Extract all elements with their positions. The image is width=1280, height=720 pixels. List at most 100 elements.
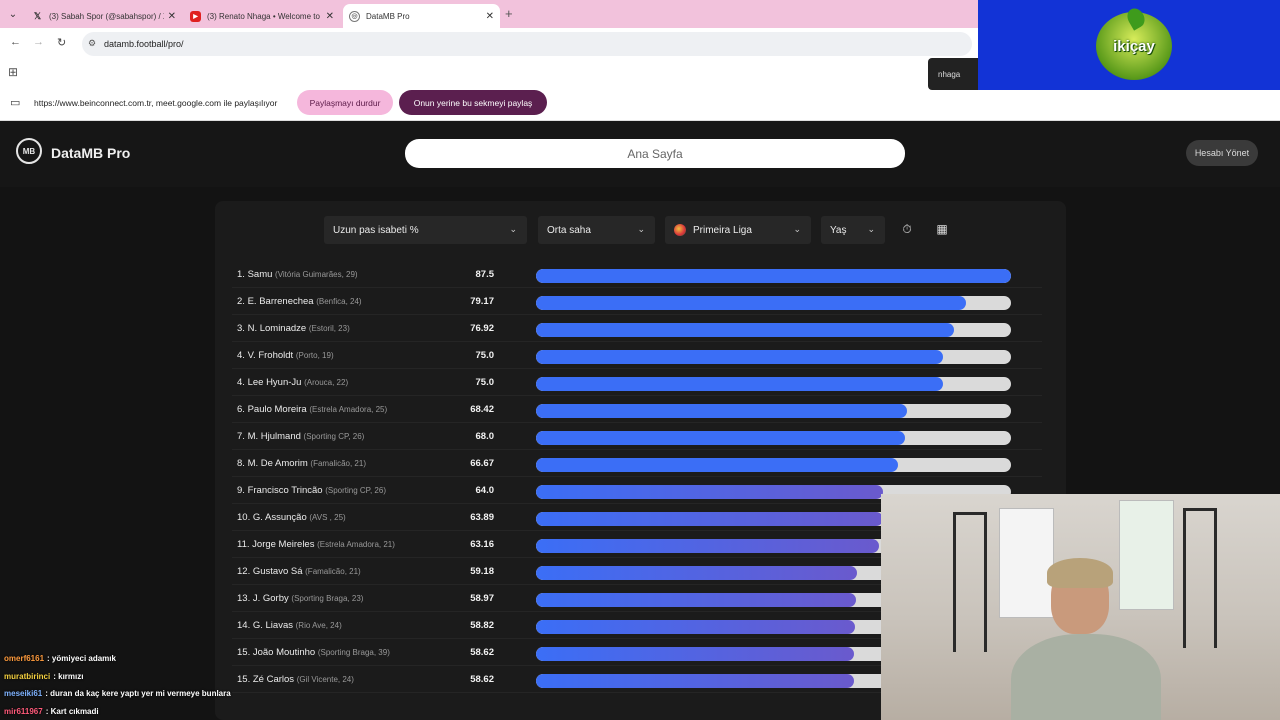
back-arrow-icon[interactable]: ← [10,36,21,48]
player-label: G. Liavas [252,620,293,631]
player-name[interactable]: 8. M. De Amorim (Famalicão, 21) [237,458,366,469]
metric-value: 87.5 [475,269,495,280]
brand-logo-icon[interactable]: MB [16,138,42,164]
player-name[interactable]: 6. Paulo Moreira (Estrela Amadora, 25) [237,404,387,415]
site-info-icon[interactable]: ⚙ [88,38,97,48]
chat-message: omerf6161: yömiyeci adamık [4,654,116,663]
league-dropdown[interactable]: Primeira Liga ⌄ [665,216,811,244]
player-club-age: (Gil Vicente, 24) [296,675,354,684]
stop-sharing-button[interactable]: Paylaşmayı durdur [297,90,393,115]
player-name[interactable]: 15. Zé Carlos (Gil Vicente, 24) [237,674,354,685]
ranking-row[interactable]: 1. Samu (Vitória Guimarães, 29) 87.5 [232,261,1042,288]
player-name[interactable]: 7. M. Hjulmand (Sporting CP, 26) [237,431,364,442]
age-dropdown[interactable]: Yaş ⌄ [821,216,885,244]
age-dropdown-value: Yaş [830,224,847,236]
tab-close-icon[interactable]: ✕ [167,10,176,22]
player-club-age: (Famalicão, 21) [305,567,361,576]
chat-username[interactable]: omerf6161 [4,654,45,663]
metric-dropdown[interactable]: Uzun pas isabeti % ⌄ [324,216,527,244]
rank-number: 11. [237,539,250,550]
ranking-row[interactable]: 6. Paulo Moreira (Estrela Amadora, 25) 68… [232,396,1042,423]
player-name[interactable]: 10. G. Assunção (AVS , 25) [237,512,346,523]
value-bar-fill [536,269,1011,283]
player-club-age: (Sporting Braga, 23) [291,594,364,603]
tactics-board [1119,500,1174,610]
rank-number: 10. [237,512,251,523]
tab-title: (3) Renato Nhaga • Welcome to Wolfsburg [207,11,322,21]
player-name[interactable]: 14. G. Liavas (Rio Ave, 24) [237,620,342,631]
apps-grid-icon[interactable]: ⊞ [8,65,19,79]
ranking-row[interactable]: 4. Lee Hyun-Ju (Arouca, 22) 75.0 [232,369,1042,396]
brand-name[interactable]: DataMB Pro [51,145,131,161]
player-name[interactable]: 11. Jorge Meireles (Estrela Amadora, 21) [237,539,395,550]
share-this-tab-button[interactable]: Onun yerine bu sekmeyi paylaş [399,90,547,115]
player-name[interactable]: 3. N. Lominadze (Estoril, 23) [237,323,350,334]
shelf [1183,508,1217,648]
value-bar-fill [536,377,944,391]
browser-tab-sabah-spor[interactable]: 𝕏 (3) Sabah Spor (@sabahspor) / X ✕ [26,4,182,28]
tab-search-chevron-icon[interactable]: ⌄ [8,8,18,20]
shelf [953,512,987,652]
value-bar-fill [536,512,883,526]
player-name[interactable]: 9. Francisco Trincão (Sporting CP, 26) [237,485,386,496]
player-club-age: (Vitória Guimarães, 29) [275,270,358,279]
player-club-age: (Sporting Braga, 39) [317,648,390,657]
position-dropdown[interactable]: Orta saha ⌄ [538,216,655,244]
tab-close-icon[interactable]: ✕ [325,10,334,22]
league-dropdown-value: Primeira Liga [693,224,752,236]
player-label: M. Hjulmand [247,431,301,442]
player-name[interactable]: 1. Samu (Vitória Guimarães, 29) [237,269,358,280]
screen-share-bar: ▭ https://www.beinconnect.com.tr, meet.g… [0,85,1280,121]
browser-tab-youtube[interactable]: ▶ (3) Renato Nhaga • Welcome to Wolfsbur… [184,4,340,28]
home-search-button[interactable]: Ana Sayfa [405,139,905,168]
forward-arrow-icon[interactable]: → [33,36,44,48]
reload-icon[interactable]: ↻ [57,37,67,49]
player-label: João Moutinho [252,647,316,658]
rank-number: 15. [237,647,251,658]
player-club-age: (Rio Ave, 24) [295,621,342,630]
player-label: Samu [247,269,273,280]
value-bar-track [536,323,1011,337]
player-name[interactable]: 15. João Moutinho (Sporting Braga, 39) [237,647,390,658]
metric-value: 79.17 [470,296,494,307]
ranking-row[interactable]: 8. M. De Amorim (Famalicão, 21) 66.67 [232,450,1042,477]
chat-username[interactable]: muratbirinci [4,671,51,681]
chat-username[interactable]: meseiki61 [4,689,43,698]
timer-icon[interactable]: ⏱ [902,221,912,236]
player-name[interactable]: 4. Lee Hyun-Ju (Arouca, 22) [237,377,348,388]
player-label: J. Gorby [252,593,289,604]
tab-close-icon[interactable]: ✕ [485,10,494,22]
value-bar-fill [536,539,879,553]
player-label: Gustavo Sá [252,566,303,577]
ranking-row[interactable]: 7. M. Hjulmand (Sporting CP, 26) 68.0 [232,423,1042,450]
share-status-text: https://www.beinconnect.com.tr, meet.goo… [34,98,278,108]
metric-value: 63.16 [470,539,494,550]
player-name[interactable]: 4. V. Froholdt (Porto, 19) [237,350,334,361]
ranking-row[interactable]: 2. E. Barrenechea (Benfica, 24) 79.17 [232,288,1042,315]
player-name[interactable]: 2. E. Barrenechea (Benfica, 24) [237,296,362,307]
rank-number: 1. [237,269,245,280]
ranking-row[interactable]: 3. N. Lominadze (Estoril, 23) 76.92 [232,315,1042,342]
ranking-row[interactable]: 13. J. Gorby (Sporting Braga, 23) 58.97 [232,585,1042,612]
app-header: MB DataMB Pro Ana Sayfa Hesabı Yönet [0,121,1280,187]
player-name[interactable]: 13. J. Gorby (Sporting Braga, 23) [237,593,363,604]
manage-account-button[interactable]: Hesabı Yönet [1186,140,1258,166]
browser-tab-datamb[interactable]: ◎ DataMB Pro ✕ [343,4,500,28]
player-name[interactable]: 12. Gustavo Sá (Famalicão, 21) [237,566,361,577]
value-bar-fill [536,458,898,472]
value-bar-track [536,458,1011,472]
value-bar-fill [536,404,908,418]
metric-value: 64.0 [475,485,495,496]
chevron-down-icon: ⌄ [637,224,645,234]
streamer-hair [1047,558,1113,588]
calendar-icon[interactable]: ▦ [936,222,948,236]
ranking-row[interactable]: 4. V. Froholdt (Porto, 19) 75.0 [232,342,1042,369]
value-bar-track [536,296,1011,310]
player-club-age: (Sporting CP, 26) [325,486,386,495]
chat-username[interactable]: mir611967 [4,706,43,716]
value-bar-fill [536,296,966,310]
address-bar[interactable]: ⚙ datamb.football/pro/ [82,32,972,56]
value-bar-track [536,404,1011,418]
metric-value: 58.82 [470,620,494,631]
new-tab-plus-icon[interactable]: + [505,6,513,21]
